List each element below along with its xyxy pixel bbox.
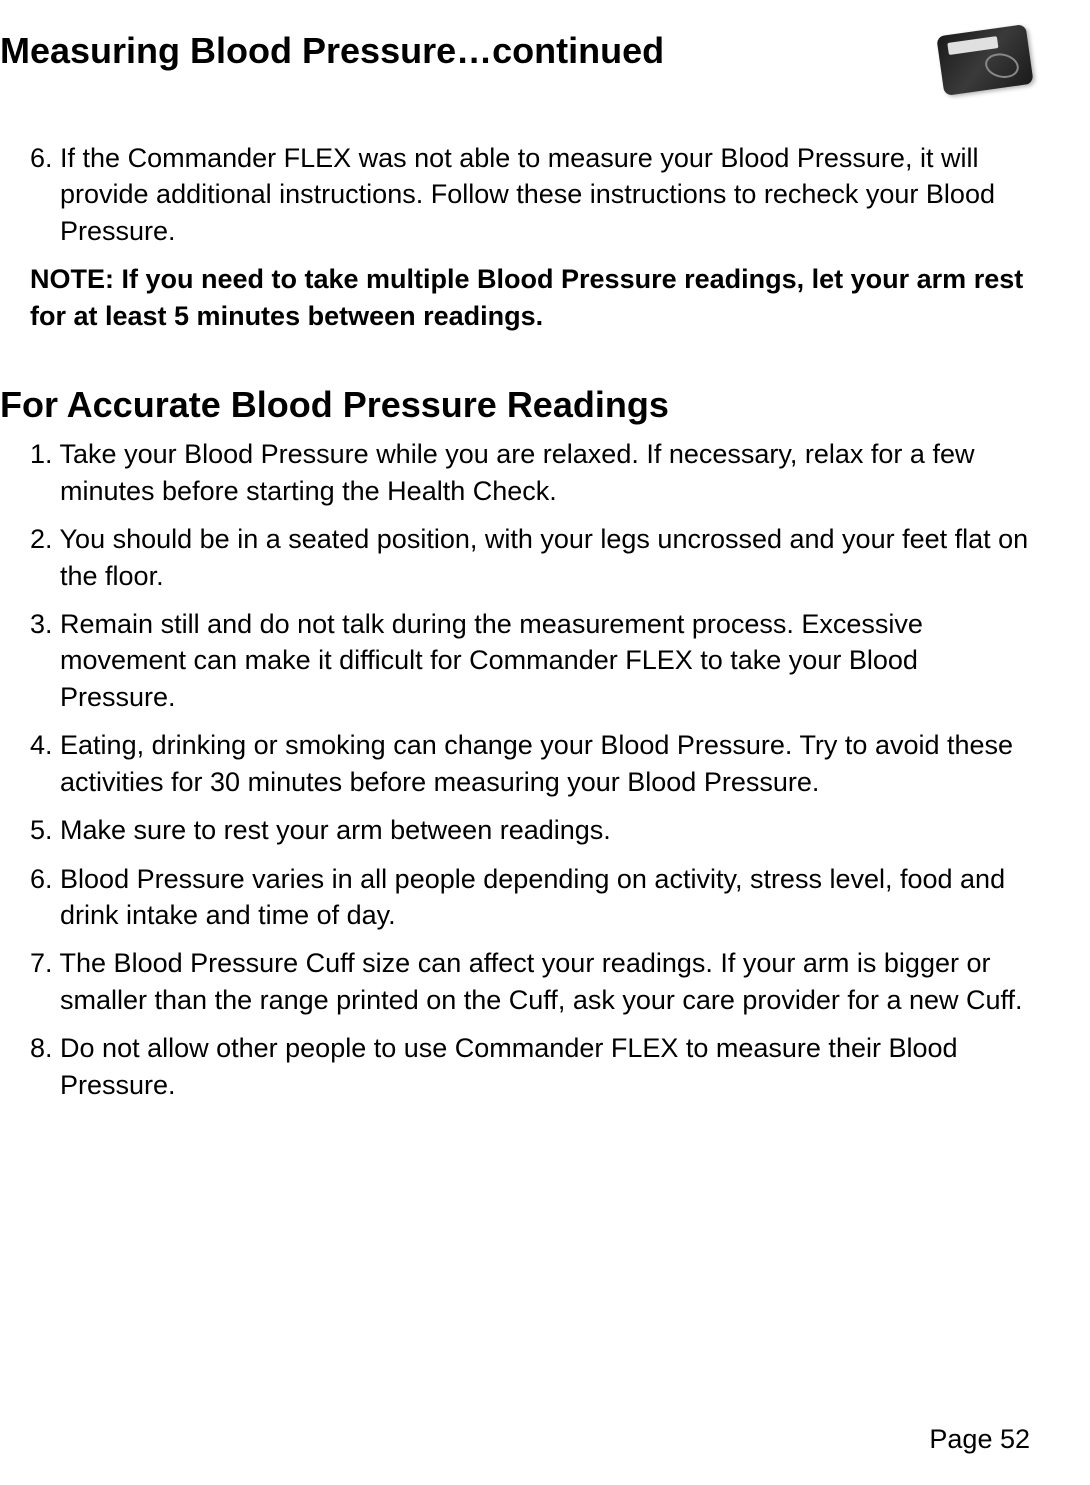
item-number: 3.: [30, 609, 60, 639]
item-text: Do not allow other people to use Command…: [60, 1033, 958, 1099]
list-item: 4. Eating, drinking or smoking can chang…: [30, 727, 1030, 800]
sub-heading: For Accurate Blood Pressure Readings: [0, 384, 1030, 426]
list-item: 7. The Blood Pressure Cuff size can affe…: [30, 945, 1030, 1018]
section-accurate-readings: 1. Take your Blood Pressure while you ar…: [30, 436, 1030, 1103]
list-item: 5. Make sure to rest your arm between re…: [30, 812, 1030, 848]
item-number: 4.: [30, 730, 60, 760]
item-text: Remain still and do not talk during the …: [60, 609, 923, 712]
header-row: Measuring Blood Pressure…continued: [0, 30, 1030, 90]
item-text: You should be in a seated position, with…: [60, 524, 1029, 590]
list-item: 8. Do not allow other people to use Comm…: [30, 1030, 1030, 1103]
item-number: 6.: [30, 143, 60, 173]
note-text: NOTE: If you need to take multiple Blood…: [30, 261, 1030, 334]
item-text: Eating, drinking or smoking can change y…: [60, 730, 1013, 796]
list-item: 2. You should be in a seated position, w…: [30, 521, 1030, 594]
section-continued: 6. If the Commander FLEX was not able to…: [30, 140, 1030, 334]
page-number: Page 52: [929, 1424, 1030, 1455]
list-item: 3. Remain still and do not talk during t…: [30, 606, 1030, 715]
item-text: Take your Blood Pressure while you are r…: [60, 439, 975, 505]
item-number: 8.: [30, 1033, 60, 1063]
item-number: 5.: [30, 815, 60, 845]
item-text: If the Commander FLEX was not able to me…: [60, 143, 995, 246]
item-text: Make sure to rest your arm between readi…: [60, 815, 611, 845]
item-number: 2.: [30, 524, 60, 554]
blood-pressure-cuff-icon: [936, 24, 1033, 96]
page-title: Measuring Blood Pressure…continued: [0, 30, 664, 72]
item-number: 7.: [30, 948, 60, 978]
list-item: 6. If the Commander FLEX was not able to…: [30, 140, 1030, 249]
item-number: 1.: [30, 439, 60, 469]
list-item: 1. Take your Blood Pressure while you ar…: [30, 436, 1030, 509]
item-number: 6.: [30, 864, 60, 894]
list-item: 6. Blood Pressure varies in all people d…: [30, 861, 1030, 934]
item-text: Blood Pressure varies in all people depe…: [60, 864, 1005, 930]
item-text: The Blood Pressure Cuff size can affect …: [60, 948, 1023, 1014]
